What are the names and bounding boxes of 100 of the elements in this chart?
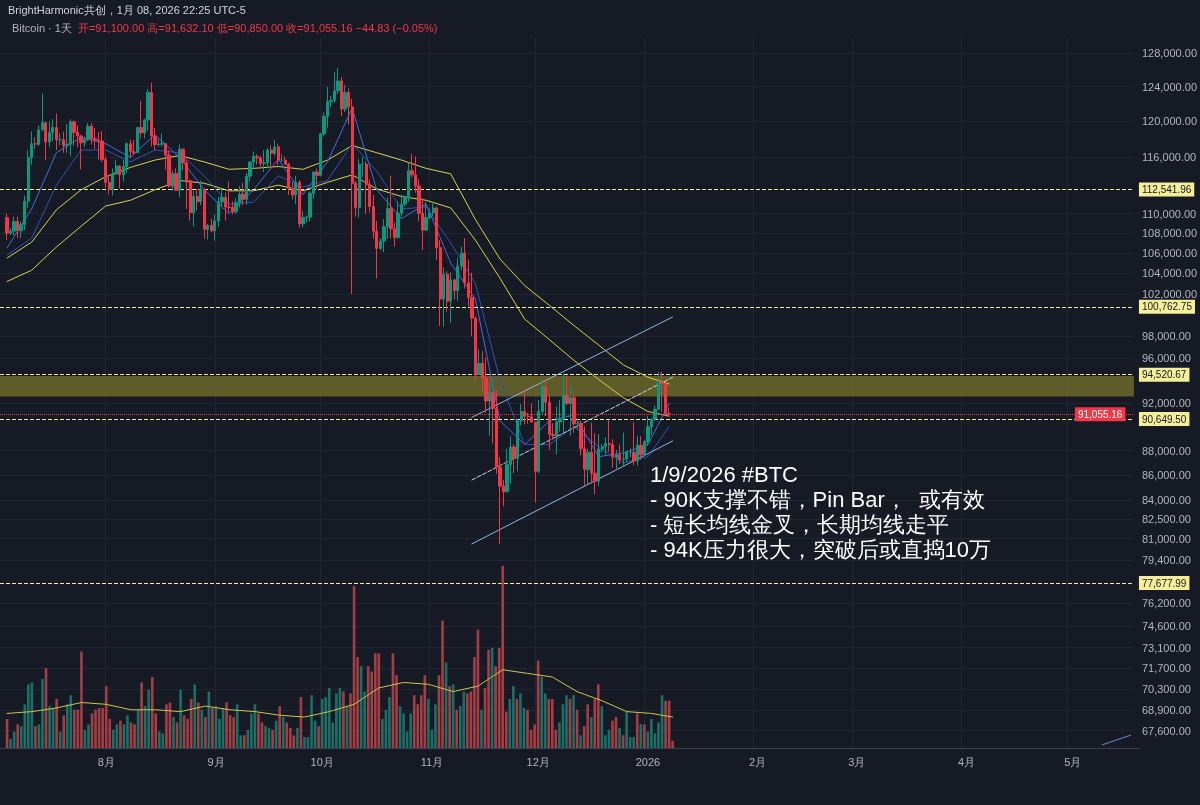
candlestick: [562, 373, 565, 433]
y-tick-label: 110,000.00: [1141, 207, 1197, 220]
bar: [172, 717, 175, 748]
x-tick-label: 10月: [310, 755, 334, 768]
candlestick: [597, 433, 600, 487]
candlestick: [241, 182, 245, 206]
bar: [158, 731, 161, 748]
candlestick: [453, 278, 456, 301]
bar: [310, 695, 313, 748]
candlestick: [44, 121, 47, 161]
y-tick-label: 92,000.00: [1141, 397, 1191, 410]
candlestick: [298, 179, 301, 228]
y-tick-label: 120,000.00: [1141, 115, 1198, 128]
candlestick: [210, 218, 213, 233]
bar: [104, 686, 108, 748]
candlestick: [365, 160, 368, 215]
bar: [434, 704, 437, 748]
candlestick: [34, 136, 37, 150]
candlestick: [69, 118, 72, 157]
candlestick: [139, 100, 143, 139]
bar: [232, 717, 235, 748]
y-tick-label: 86,000.00: [1141, 469, 1191, 482]
candlestick: [12, 216, 16, 236]
candlestick: [358, 158, 361, 219]
candlestick: [255, 153, 259, 166]
bar: [196, 702, 200, 748]
candlestick: [150, 82, 153, 147]
candlestick: [604, 436, 607, 456]
ref-line-label: 100,762.75: [1141, 301, 1193, 313]
bar: [147, 689, 150, 748]
chart-title: Bitcoin · 1天: [12, 22, 72, 34]
y-tick-label: 128,000.00: [1141, 46, 1198, 59]
candlestick: [62, 131, 65, 154]
bar: [285, 722, 289, 748]
y-tick-label: 74,600.00: [1141, 619, 1191, 632]
bar: [62, 715, 66, 748]
bar: [278, 706, 281, 748]
bar: [327, 687, 331, 748]
candlestick: [58, 132, 62, 146]
bar: [611, 720, 614, 748]
y-tick-label: 84,000.00: [1141, 493, 1191, 506]
ref-line-label: 90,649.50: [1141, 413, 1187, 425]
text: 开=91,100.00 高=91,632.10 低=90,850.00 收=91,055.16 −44.83 (−0.05%): [77, 22, 438, 34]
candlestick: [118, 164, 121, 189]
bar: [34, 726, 37, 748]
bar: [193, 684, 197, 748]
y-tick-label: 104,000.00: [1141, 267, 1198, 280]
bar: [133, 724, 136, 748]
candlestick: [622, 432, 625, 468]
candlestick: [294, 175, 297, 205]
bar: [448, 686, 451, 748]
candlestick: [196, 188, 199, 211]
y-tick-label: 124,000.00: [1141, 80, 1198, 93]
annotation: 1/9/2026 #BTC - 90K支撑不错，Pin Bar， 或有效 - 短长均线金叉，长期均线走平 - 94K压力很大，突破后或直捣10万: [650, 462, 992, 562]
bar: [480, 709, 483, 748]
bar: [225, 702, 228, 748]
candlestick: [5, 213, 9, 241]
text: BrightHarmonic共创，1月 08, 2026 22:25 UTC-5: [8, 3, 246, 18]
bar: [289, 727, 292, 748]
bar: [664, 700, 667, 748]
bar: [94, 709, 97, 748]
x-tick-label: 9月: [207, 755, 225, 768]
bar: [211, 707, 214, 748]
bar: [635, 713, 639, 748]
y-tick-label: 102,000.00: [1141, 287, 1198, 300]
bar: [643, 724, 646, 748]
x-tick-label: 4月: [957, 755, 976, 768]
bar: [597, 684, 600, 748]
bar: [41, 678, 44, 748]
x-tick-label: 3月: [848, 755, 866, 768]
bar: [579, 735, 582, 748]
bar: [296, 727, 299, 748]
line-series: [6, 174, 670, 417]
candlestick: [171, 169, 174, 192]
candlestick: [632, 421, 636, 466]
y-tick-label: 81,000.00: [1141, 532, 1191, 545]
candlestick: [432, 201, 435, 217]
candlestick: [72, 119, 76, 146]
bar: [547, 698, 551, 748]
candlestick: [206, 223, 209, 241]
candlestick: [277, 143, 280, 166]
bar: [519, 693, 522, 748]
candlestick: [90, 122, 93, 146]
bar: [487, 649, 490, 748]
bar: [271, 729, 274, 748]
candlestick: [315, 167, 319, 189]
candlestick: [565, 375, 569, 407]
bar: [73, 709, 76, 748]
x-tick-label: 2026: [635, 755, 661, 768]
bar: [551, 698, 554, 748]
candlestick: [65, 123, 69, 154]
bar: [589, 717, 593, 748]
bar: [257, 713, 260, 748]
bar: [317, 726, 320, 748]
bar: [179, 689, 182, 748]
bar: [303, 737, 306, 748]
bar: [87, 724, 90, 748]
candlestick: [132, 139, 135, 156]
y-tick-label: 71,700.00: [1141, 662, 1191, 675]
x-tick-label: 12月: [526, 755, 550, 768]
